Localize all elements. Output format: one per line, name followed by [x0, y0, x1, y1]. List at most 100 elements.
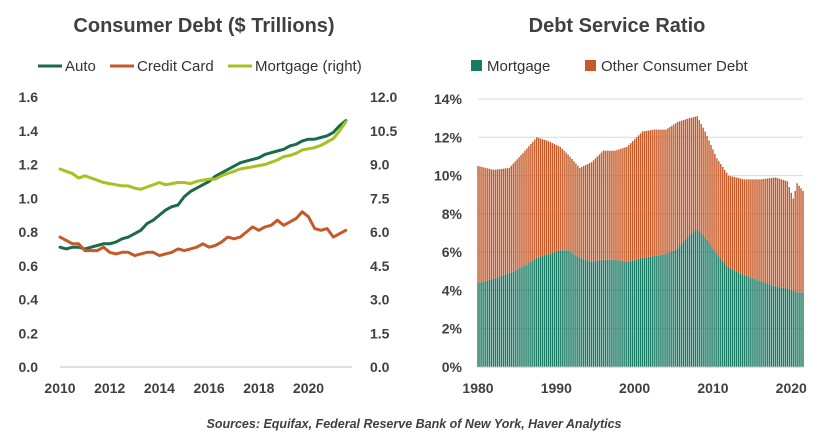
bar-other-consumer-debt [755, 179, 757, 280]
bar-other-consumer-debt [547, 141, 550, 255]
bar-other-consumer-debt [702, 127, 704, 235]
right-y-tick-label: 12% [434, 129, 463, 145]
bar-mortgage [506, 273, 509, 367]
bar-mortgage [598, 260, 601, 367]
left-plot-area: 0.0 0.2 0.4 0.6 0.8 1.0 1.2 1.4 1.6 0.0 1.5 3.0 4.5 6… [19, 89, 398, 396]
bar-other-consumer-debt [772, 177, 775, 286]
bar-mortgage [491, 279, 493, 367]
bar-other-consumer-debt [577, 165, 579, 257]
bar-mortgage [735, 271, 738, 367]
bar-other-consumer-debt [686, 118, 689, 238]
bar-other-consumer-debt [510, 165, 512, 273]
bar-other-consumer-debt [767, 178, 769, 284]
bar-mortgage [596, 260, 599, 367]
bar-mortgage [518, 268, 520, 367]
bar-mortgage [494, 278, 497, 367]
bar-other-consumer-debt [487, 168, 489, 281]
legend-label-other-consumer-debt: Other Consumer Debt [601, 58, 749, 75]
bar-mortgage [561, 250, 563, 367]
bar-mortgage [780, 287, 783, 367]
bar-other-consumer-debt [590, 162, 593, 262]
bar-mortgage [723, 262, 726, 367]
bar-other-consumer-debt [743, 179, 745, 276]
bar-mortgage [720, 258, 722, 367]
bar-other-consumer-debt [753, 179, 755, 279]
bar-mortgage [690, 233, 693, 367]
bar-mortgage [790, 289, 792, 367]
bar-mortgage [684, 239, 687, 367]
bar-other-consumer-debt [606, 150, 608, 260]
bar-mortgage [708, 242, 710, 367]
bar-other-consumer-debt [491, 169, 493, 280]
bar-other-consumer-debt [624, 147, 626, 262]
bar-other-consumer-debt [655, 129, 657, 256]
bar-other-consumer-debt [676, 121, 679, 249]
bar-other-consumer-debt [584, 165, 587, 260]
bar-mortgage [539, 256, 542, 367]
bar-mortgage [676, 248, 679, 367]
bar-other-consumer-debt [575, 163, 577, 256]
bar-mortgage [798, 292, 800, 367]
left-y-tick-label: 1.2 [19, 157, 39, 173]
bar-mortgage [712, 248, 714, 367]
bar-mortgage [504, 274, 507, 367]
bar-other-consumer-debt [669, 127, 671, 253]
right-y-tick-label: 6.0 [370, 224, 390, 240]
right-x-tick-label: 1980 [462, 380, 493, 396]
left-x-tick-label: 2010 [44, 380, 75, 396]
bar-mortgage [612, 259, 614, 367]
bar-mortgage [516, 269, 518, 367]
bar-other-consumer-debt [698, 120, 700, 232]
bar-other-consumer-debt [659, 129, 661, 256]
bar-other-consumer-debt [673, 124, 675, 251]
bar-mortgage [665, 254, 667, 367]
bar-mortgage [571, 252, 573, 367]
bar-other-consumer-debt [626, 146, 628, 262]
bar-other-consumer-debt [706, 136, 708, 240]
bar-mortgage [541, 255, 544, 367]
bar-mortgage [714, 251, 716, 367]
bar-other-consumer-debt [631, 141, 634, 261]
bar-other-consumer-debt [630, 143, 632, 261]
bar-other-consumer-debt [516, 159, 518, 270]
bar-other-consumer-debt [680, 120, 683, 244]
bar-other-consumer-debt [581, 166, 583, 259]
bar-mortgage [530, 261, 532, 367]
bar-mortgage [633, 259, 636, 367]
bar-mortgage [537, 257, 540, 367]
bar-mortgage [698, 231, 700, 367]
bar-mortgage [604, 259, 606, 367]
bar-mortgage [512, 271, 514, 367]
right-y-tick-label: 7.5 [370, 190, 390, 206]
bar-mortgage [565, 250, 567, 367]
bar-mortgage [616, 260, 618, 367]
bar-other-consumer-debt [735, 177, 738, 272]
bar-mortgage [639, 258, 642, 367]
bar-other-consumer-debt [534, 139, 536, 260]
bar-other-consumer-debt [567, 154, 569, 251]
bar-other-consumer-debt [557, 145, 559, 251]
series-line-credit-card [58, 210, 348, 258]
bar-mortgage [702, 234, 704, 367]
bar-mortgage [718, 256, 720, 367]
left-x-tick-label: 2018 [243, 380, 274, 396]
bar-mortgage [610, 259, 612, 367]
bar-other-consumer-debt [583, 166, 585, 260]
bar-mortgage [755, 279, 757, 367]
bar-other-consumer-debt [543, 139, 546, 256]
bar-mortgage [536, 257, 538, 367]
bar-other-consumer-debt [718, 161, 720, 257]
bar-other-consumer-debt [684, 119, 687, 240]
bar-other-consumer-debt [657, 129, 659, 256]
bar-other-consumer-debt [610, 150, 612, 260]
bar-other-consumer-debt [602, 150, 605, 260]
bar-mortgage [757, 280, 759, 367]
bar-mortgage [481, 281, 483, 367]
bar-mortgage [496, 277, 499, 367]
bar-mortgage [669, 252, 671, 367]
right-y-tick-label: 3.0 [370, 292, 390, 308]
bar-other-consumer-debt [778, 178, 781, 288]
bar-mortgage [743, 275, 745, 367]
bar-mortgage [776, 286, 779, 367]
left-x-tick-label: 2014 [144, 380, 175, 396]
